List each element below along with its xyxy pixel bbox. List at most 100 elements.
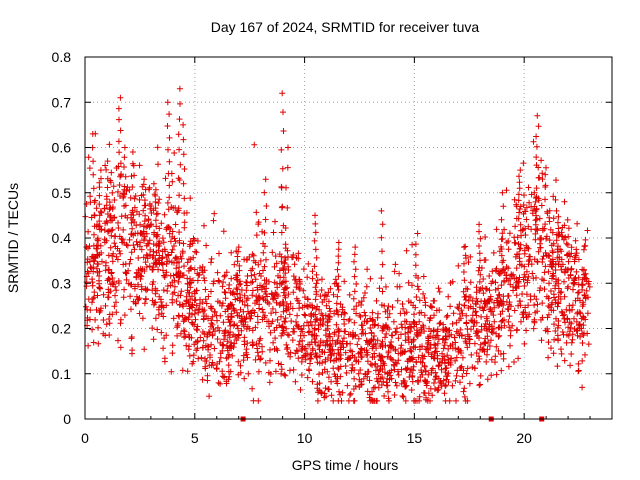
data-point [374, 378, 381, 385]
data-point [461, 302, 468, 309]
data-point [241, 301, 248, 308]
data-point [209, 359, 216, 366]
data-point [579, 340, 586, 346]
data-point [330, 291, 337, 298]
data-point [440, 345, 447, 352]
data-point [181, 210, 188, 217]
data-point [447, 280, 454, 286]
data-point [299, 328, 306, 335]
data-point [87, 307, 94, 314]
data-point [234, 312, 241, 319]
data-point [193, 326, 200, 333]
data-point [434, 352, 441, 359]
data-point [217, 380, 224, 387]
data-point [368, 338, 375, 344]
data-point [349, 364, 356, 371]
data-point [176, 116, 183, 123]
data-point [153, 259, 160, 266]
data-point [291, 261, 298, 268]
data-point [228, 302, 235, 308]
data-point [243, 257, 250, 263]
data-point [279, 279, 286, 286]
data-point [169, 350, 176, 357]
data-point [142, 212, 149, 219]
data-point [520, 160, 527, 167]
data-point [238, 317, 245, 324]
data-point [154, 326, 161, 333]
data-point [558, 346, 564, 353]
data-point [345, 317, 352, 324]
data-point [261, 263, 268, 270]
data-point [540, 277, 547, 284]
data-point [244, 302, 251, 309]
data-point [378, 207, 385, 214]
data-point [237, 278, 243, 285]
data-point [301, 302, 308, 309]
data-point [572, 237, 579, 244]
data-point [174, 332, 181, 339]
data-point [414, 333, 421, 340]
data-point [278, 281, 285, 287]
data-point [232, 296, 239, 303]
data-point [153, 242, 160, 249]
data-point [151, 229, 158, 236]
data-point [312, 246, 319, 253]
data-point [222, 289, 229, 296]
data-point [350, 386, 357, 392]
data-point [418, 367, 425, 374]
data-point [515, 355, 522, 362]
data-point [481, 297, 488, 304]
data-point [440, 377, 447, 384]
data-point [341, 321, 348, 327]
data-point [276, 302, 283, 308]
data-point [234, 286, 241, 293]
data-point [304, 295, 311, 302]
data-point [355, 299, 362, 306]
x-tick-label: 0 [81, 430, 89, 446]
data-point [574, 220, 581, 227]
data-point [88, 265, 95, 272]
data-point [458, 350, 465, 356]
data-point [158, 260, 165, 267]
data-point [159, 254, 166, 261]
data-point [410, 337, 417, 344]
data-point [399, 393, 406, 399]
data-point [549, 229, 556, 236]
data-point [452, 345, 459, 352]
data-point [521, 247, 528, 254]
data-point [252, 356, 259, 363]
data-point [173, 271, 180, 278]
data-point [545, 311, 552, 318]
data-point [432, 386, 438, 392]
data-point [550, 350, 557, 357]
data-point [313, 353, 320, 360]
data-point [240, 357, 247, 364]
data-point [161, 274, 168, 280]
data-point [555, 225, 562, 232]
data-point [162, 175, 169, 182]
data-point [113, 309, 120, 316]
data-point [421, 328, 428, 335]
data-point [312, 220, 319, 227]
data-point [500, 257, 507, 264]
data-point [523, 216, 530, 223]
data-point [497, 311, 504, 318]
data-point [526, 256, 533, 263]
data-point [492, 359, 498, 366]
data-point [395, 368, 401, 375]
data-point [180, 121, 187, 128]
data-point [282, 285, 289, 292]
data-point [473, 295, 480, 302]
data-point [120, 294, 127, 301]
data-point [493, 371, 500, 378]
data-point [379, 248, 385, 255]
data-point [221, 374, 228, 381]
data-point [385, 349, 392, 356]
data-point [300, 266, 307, 273]
data-point [177, 161, 184, 168]
data-point [431, 312, 437, 319]
data-point [306, 355, 313, 362]
data-point [135, 255, 142, 261]
data-point [505, 265, 512, 272]
data-point [539, 256, 546, 262]
